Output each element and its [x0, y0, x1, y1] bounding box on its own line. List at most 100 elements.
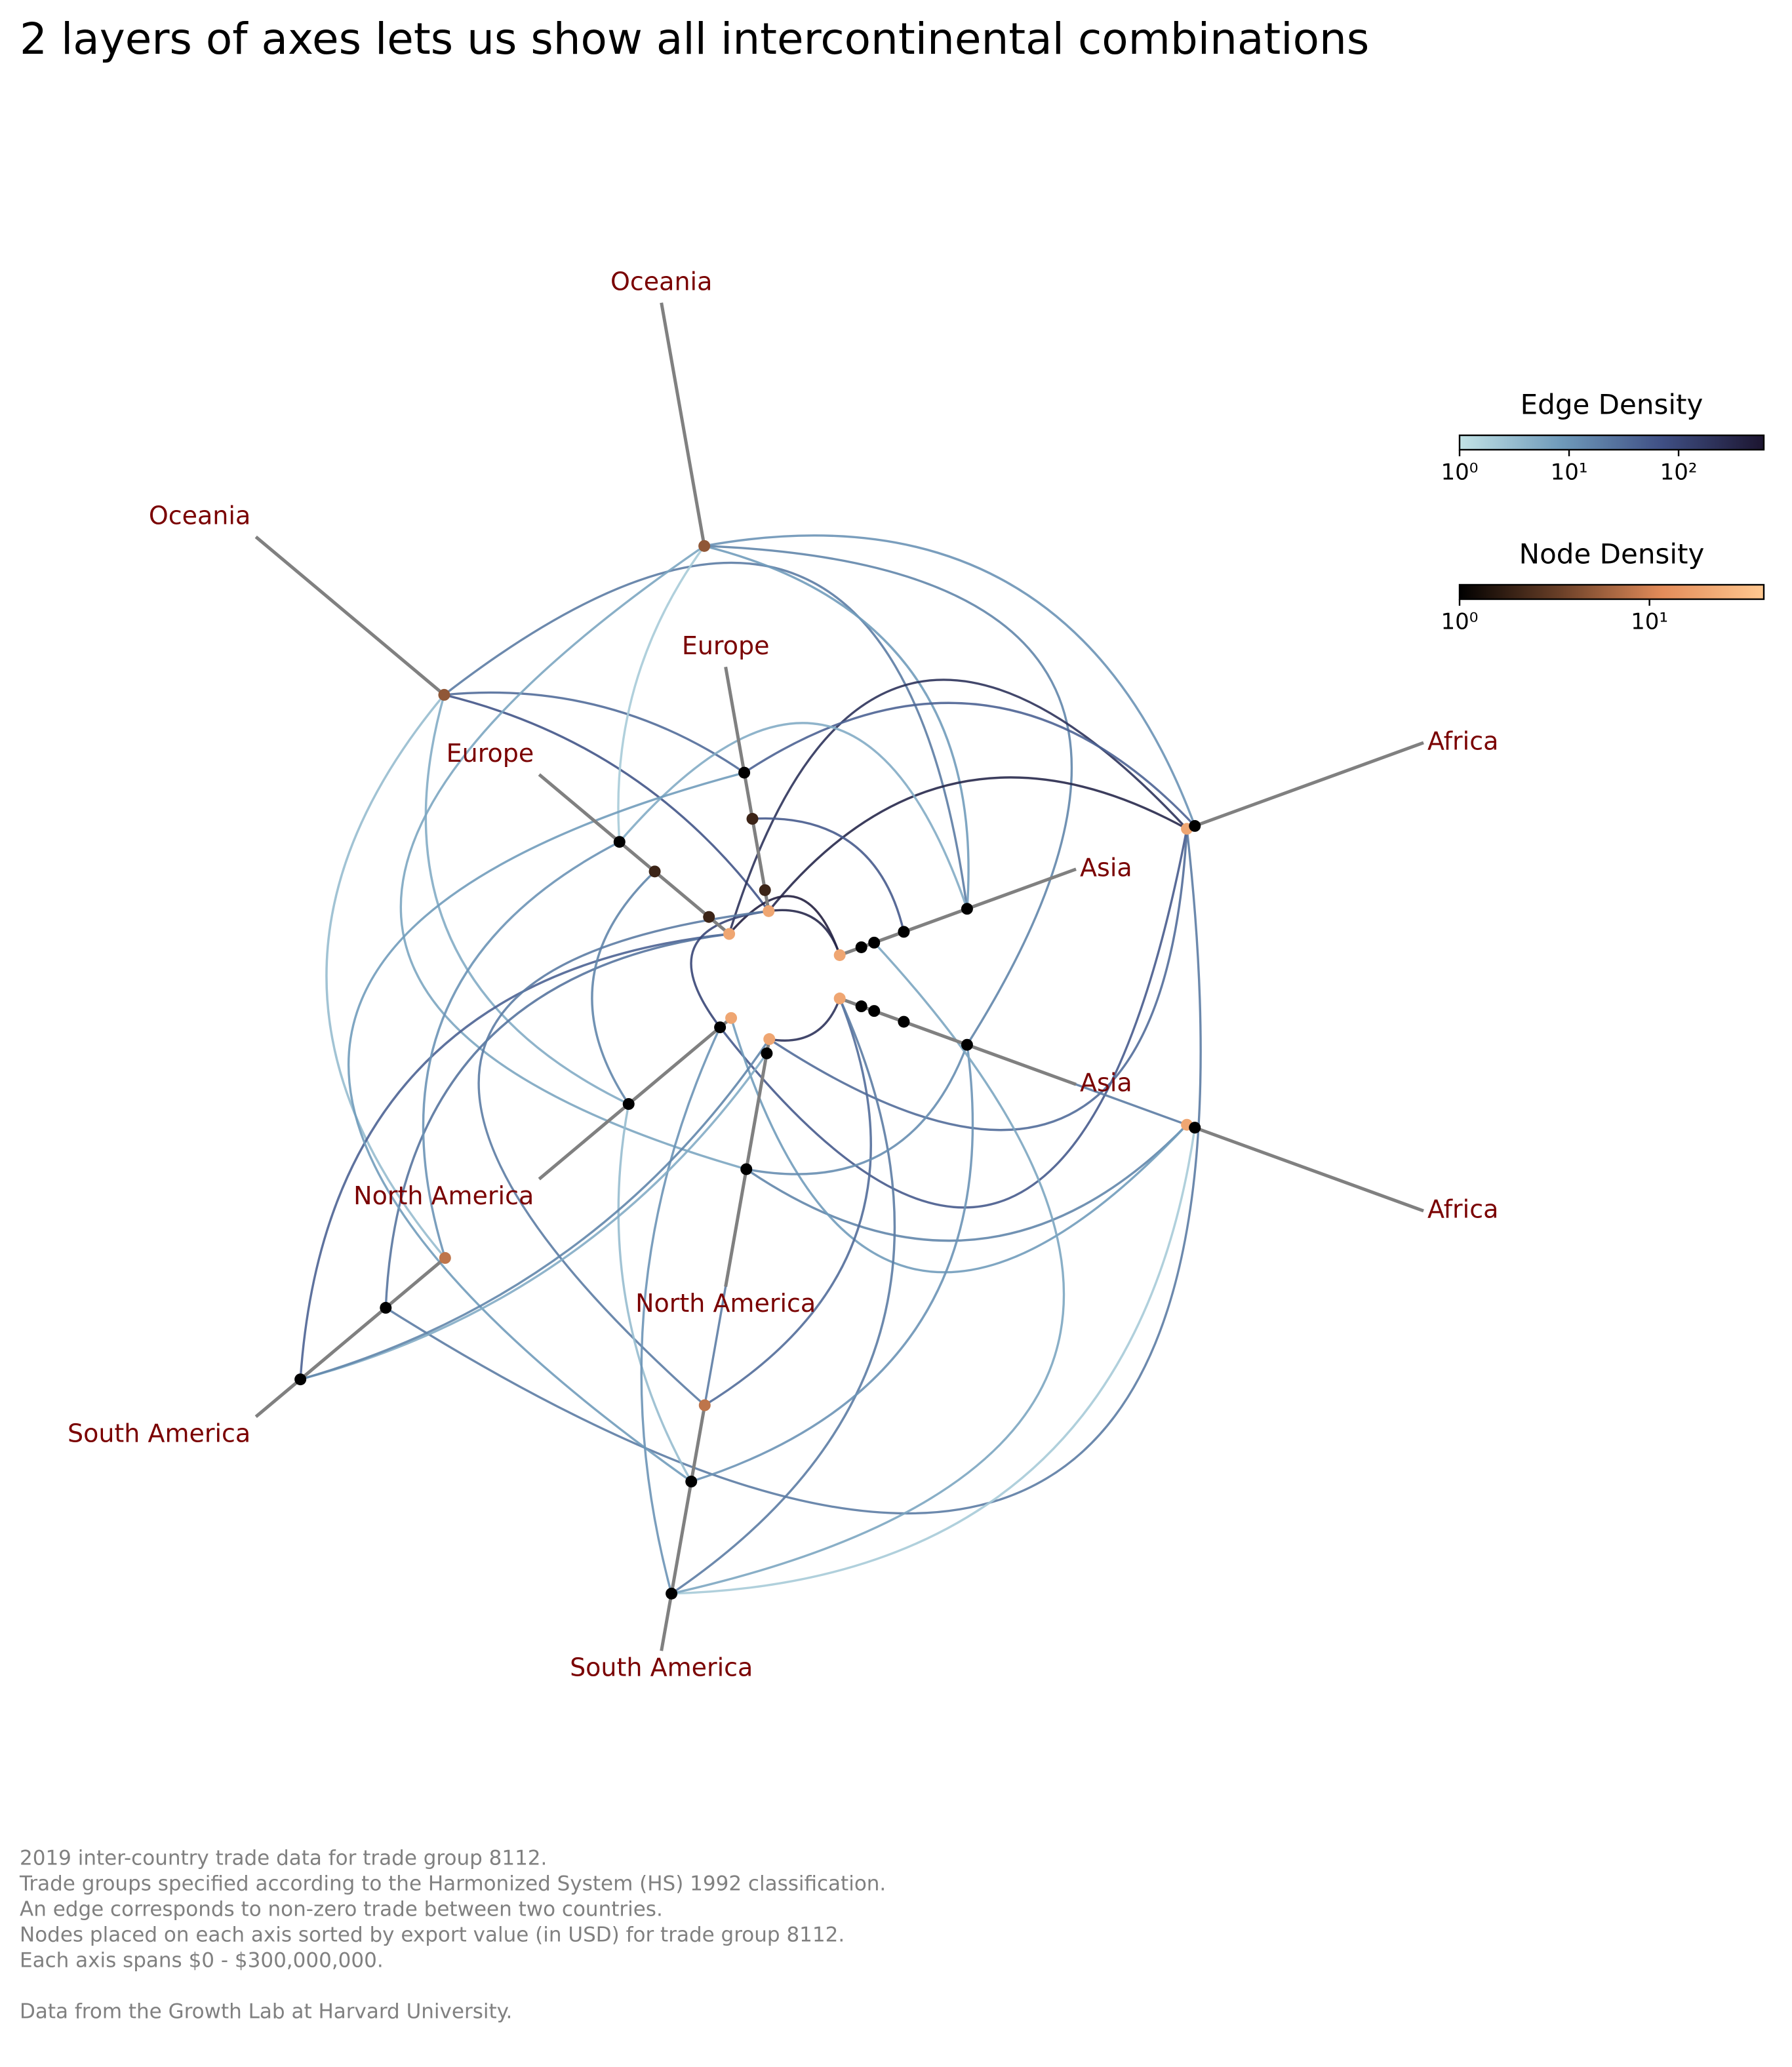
edge: [444, 691, 746, 774]
node: [833, 993, 846, 1005]
node: [759, 884, 771, 896]
axis-line: [660, 302, 706, 547]
node: [439, 1251, 451, 1264]
node: [898, 926, 910, 938]
axis-label: Asia: [1080, 853, 1132, 882]
node: [855, 941, 867, 953]
node: [648, 865, 661, 878]
edge: [671, 941, 1065, 1595]
edge: [384, 932, 730, 1308]
edge: [728, 679, 1188, 935]
axis-label: Asia: [1080, 1069, 1132, 1097]
node: [698, 540, 711, 552]
axis-line: [660, 1405, 707, 1651]
edge: [617, 1103, 692, 1482]
axis-label: South America: [68, 1419, 250, 1448]
edge: [424, 694, 629, 1105]
source-note: Data from the Growth Lab at Harvard Univ…: [20, 2000, 512, 2024]
axis-line: [254, 1257, 447, 1418]
node: [833, 949, 846, 961]
edge: [347, 771, 745, 1483]
edge: [618, 722, 968, 909]
node: [763, 905, 775, 917]
node: [961, 1038, 973, 1051]
node: [685, 1475, 698, 1487]
edge: [744, 701, 1196, 827]
node: [1189, 819, 1201, 832]
edge: [299, 932, 730, 1380]
node: [898, 1015, 910, 1028]
edge: [477, 910, 769, 1406]
node: [698, 1399, 711, 1411]
colorbar-tick-label: 10¹: [1551, 460, 1588, 486]
footnote: An edge corresponds to non-zero trade be…: [20, 1898, 663, 1921]
edge: [719, 828, 1188, 1209]
node: [746, 813, 759, 825]
chart-title: 2 layers of axes lets us show all interc…: [20, 14, 1369, 64]
edge: [690, 910, 769, 1029]
colorbar-tick-label: 10²: [1660, 460, 1698, 486]
node: [761, 1047, 773, 1059]
node: [438, 688, 450, 701]
node: [703, 911, 715, 923]
edge: [443, 562, 968, 909]
edge: [617, 545, 706, 842]
edge: [746, 1124, 1188, 1242]
node: [740, 1163, 753, 1175]
edge: [690, 1044, 974, 1483]
node: [714, 1021, 727, 1034]
axis-line: [254, 536, 446, 696]
axis-label: Africa: [1427, 726, 1498, 755]
colorbar-title: Edge Density: [1521, 389, 1703, 421]
axis-label: Europe: [447, 739, 534, 768]
edge: [671, 1127, 1196, 1595]
edge: [752, 817, 906, 932]
edge: [704, 545, 970, 909]
axis-line: [1186, 1123, 1424, 1213]
axis-label: South America: [570, 1653, 753, 1682]
node: [380, 1301, 392, 1314]
edge: [704, 545, 1073, 1046]
axis-label: North America: [353, 1181, 534, 1210]
node: [855, 1000, 867, 1013]
node: [763, 1033, 776, 1046]
edge: [300, 1052, 768, 1381]
edge: [704, 534, 1196, 827]
axis-line: [538, 1016, 732, 1181]
axis-label: Europe: [682, 631, 770, 660]
edge: [768, 909, 841, 956]
footnote: Each axis spans $0 - $300,000,000.: [20, 1949, 384, 1973]
edge: [768, 776, 1187, 912]
edge: [640, 1027, 721, 1594]
colorbar: [1458, 434, 1765, 451]
colorbar: [1458, 583, 1765, 600]
node: [725, 1012, 738, 1024]
node: [666, 1587, 678, 1600]
colorbar-tick-label: 10⁰: [1441, 460, 1479, 486]
axis-line: [1186, 741, 1424, 831]
node: [868, 936, 881, 949]
edge: [768, 998, 841, 1042]
edge: [325, 694, 447, 1259]
edge: [399, 545, 747, 1171]
axis-label: Oceania: [610, 267, 712, 296]
node: [294, 1373, 307, 1386]
edge: [385, 829, 1202, 1515]
edge: [300, 1038, 770, 1381]
footnote: Nodes placed on each axis sorted by expo…: [20, 1923, 845, 1947]
colorbar-title: Node Density: [1519, 538, 1705, 570]
footnote: Trade groups specified according to the …: [19, 1872, 886, 1896]
colorbar-tick-label: 10¹: [1631, 609, 1668, 635]
footnote: 2019 inter-country trade data for trade …: [20, 1847, 547, 1870]
edge: [746, 1044, 968, 1175]
axis-label: Oceania: [149, 501, 250, 530]
axis-label: Africa: [1427, 1195, 1498, 1224]
node: [738, 766, 751, 779]
node: [961, 903, 973, 915]
node: [868, 1005, 881, 1017]
node: [1189, 1122, 1201, 1134]
edge: [671, 998, 896, 1595]
axis-line: [724, 1038, 771, 1288]
edge: [704, 998, 872, 1406]
